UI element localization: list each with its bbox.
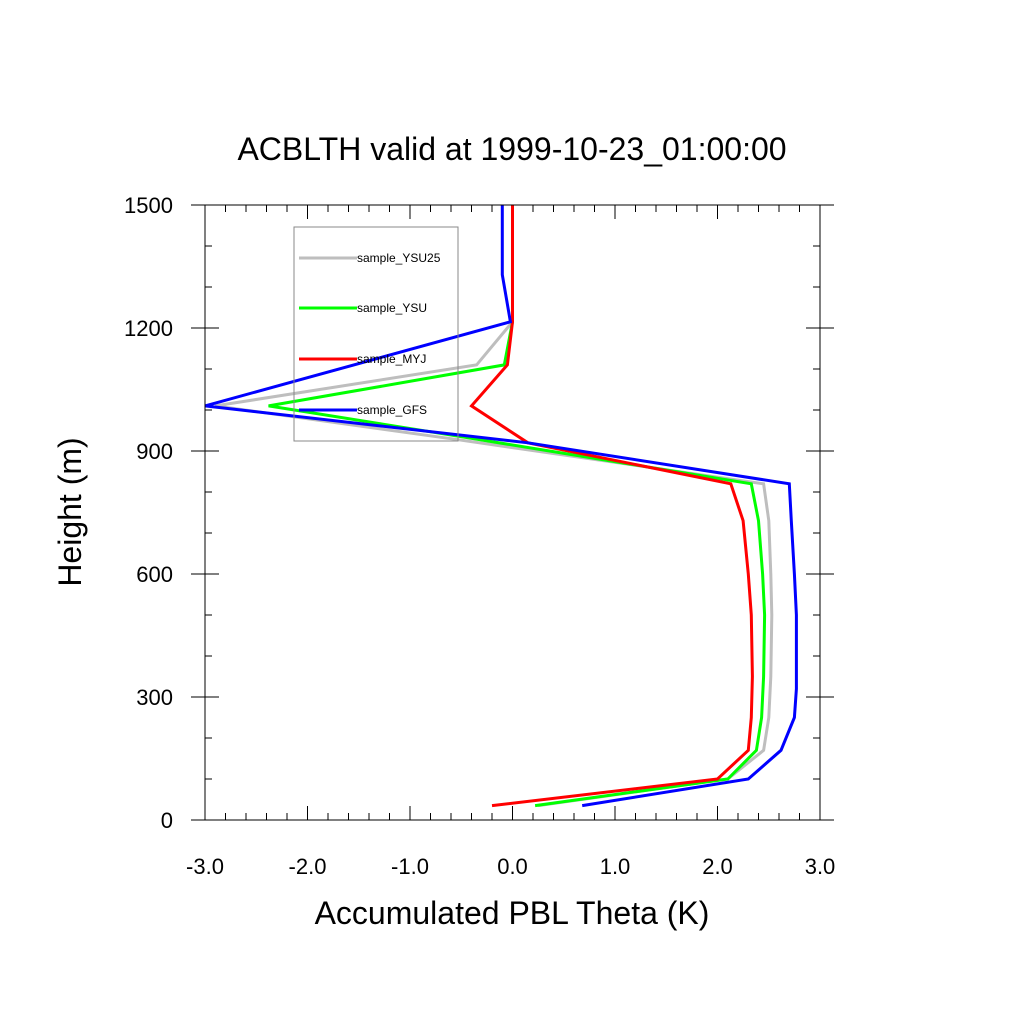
x-tick-label: -1.0 xyxy=(391,854,429,879)
plot-frame xyxy=(204,204,821,821)
series-line-sample_MYJ xyxy=(469,205,754,808)
y-tick-label: 0 xyxy=(161,808,173,833)
series-lines xyxy=(204,205,798,808)
x-tick-label: 2.0 xyxy=(702,854,733,879)
y-tick-label: 1500 xyxy=(124,193,173,218)
y-tick-label: 300 xyxy=(136,685,173,710)
x-tick-label: -3.0 xyxy=(186,854,224,879)
series-line-sample_GFS xyxy=(204,205,798,808)
legend-label: sample_YSU xyxy=(357,301,427,315)
y-tick-label: 1200 xyxy=(124,316,173,341)
legend-label: sample_YSU25 xyxy=(357,251,441,265)
legend: sample_YSU25 sample_YSU sample_MYJ sample_G… xyxy=(293,226,459,442)
series-line-sample_YSU xyxy=(268,205,767,808)
x-axis-label: Accumulated PBL Theta (K) xyxy=(315,895,710,931)
x-tick-label: 1.0 xyxy=(600,854,631,879)
x-tick-label: 3.0 xyxy=(805,854,836,879)
x-tick-label: 0.0 xyxy=(497,854,528,879)
chart-title: ACBLTH valid at 1999-10-23_01:00:00 xyxy=(237,131,786,167)
y-tick-label: 600 xyxy=(136,562,173,587)
legend-items: sample_YSU25 sample_YSU sample_MYJ sample_G… xyxy=(299,251,441,417)
series-line-sample_YSU25 xyxy=(215,205,774,808)
y-axis-label: Height (m) xyxy=(52,437,88,586)
y-tick-label: 900 xyxy=(136,439,173,464)
tick-labels: -3.0 -2.0 -1.0 0.0 1.0 2.0 3.0 0 300 600 900 1200 15… xyxy=(124,193,835,879)
legend-label: sample_GFS xyxy=(357,403,427,417)
legend-label: sample_MYJ xyxy=(357,352,426,366)
legend-box xyxy=(293,226,459,442)
x-tick-label: -2.0 xyxy=(289,854,327,879)
